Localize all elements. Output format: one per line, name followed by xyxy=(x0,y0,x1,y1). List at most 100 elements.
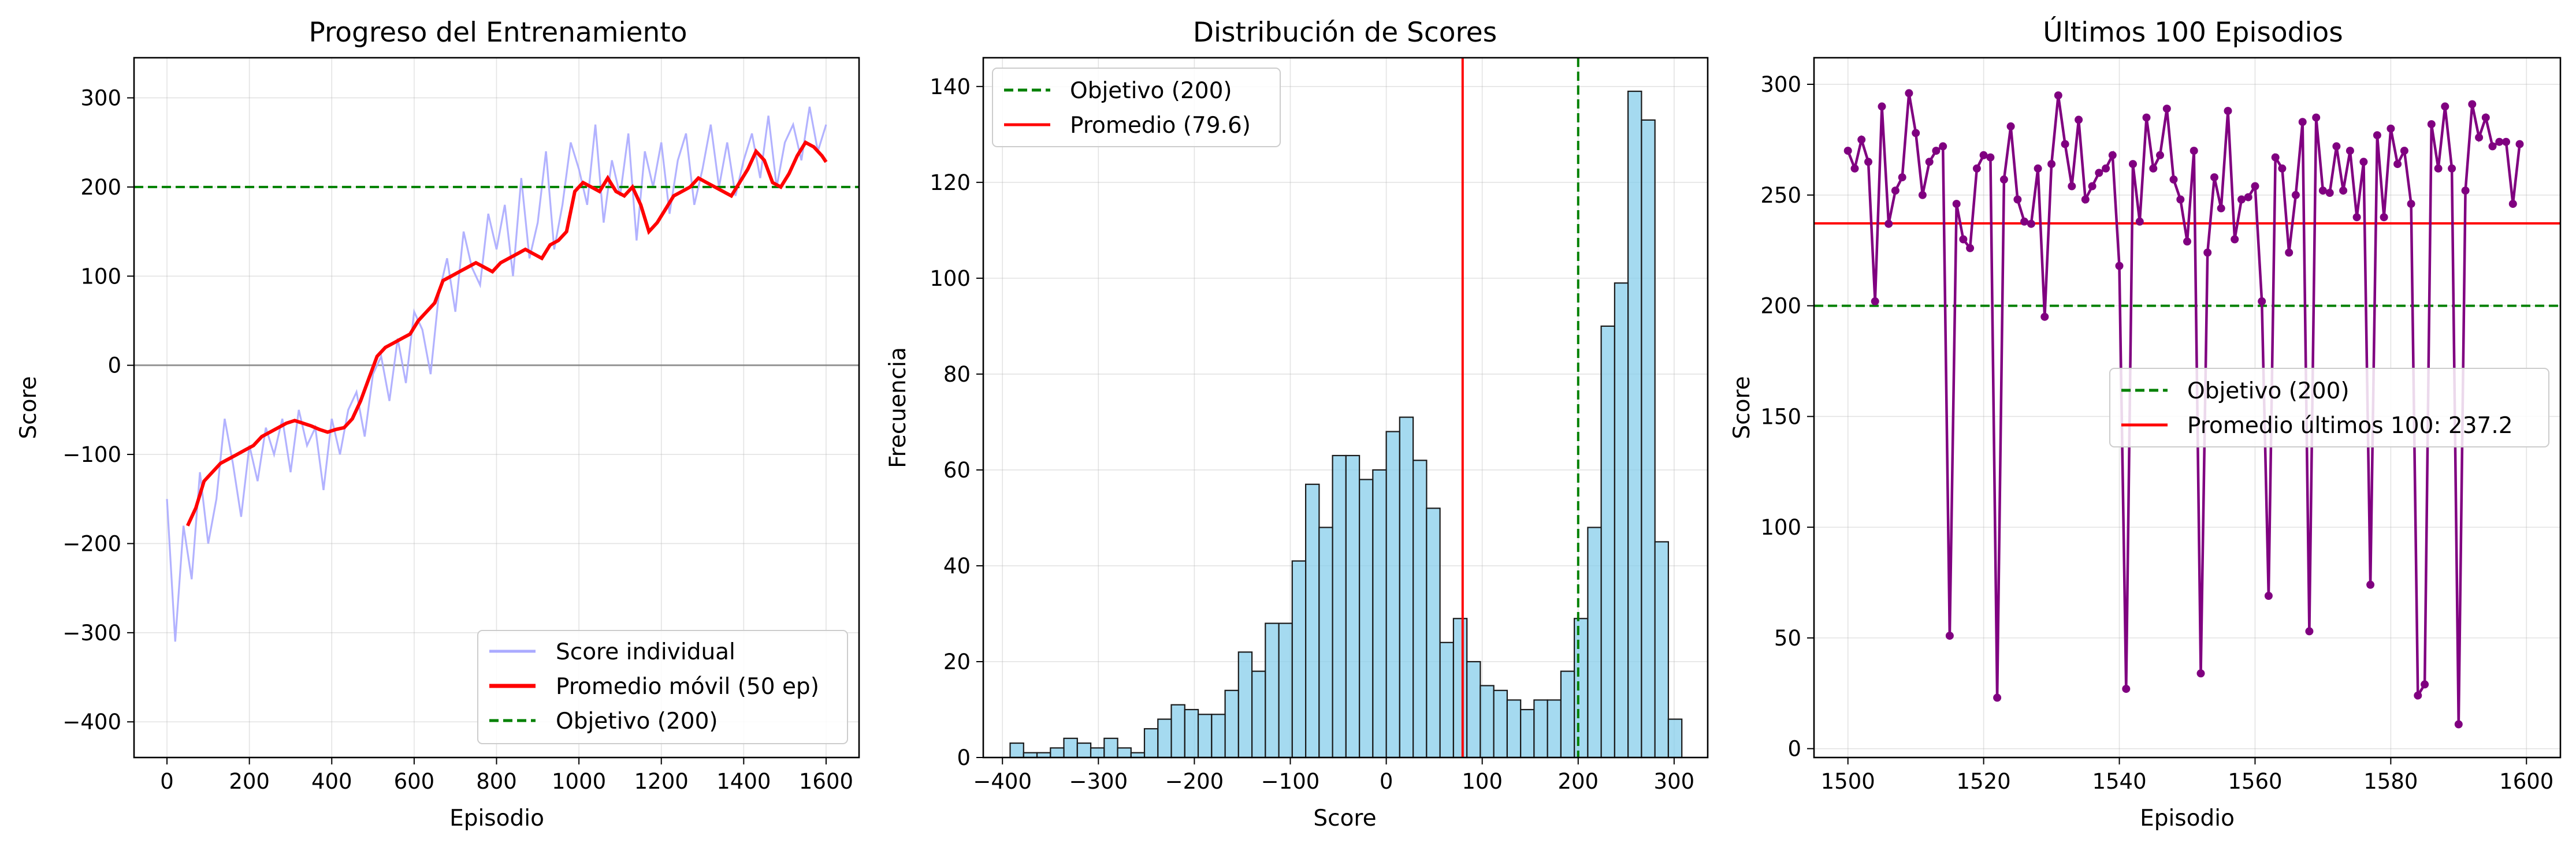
legend-mean: Promedio últimos 100: 237.2 xyxy=(2187,413,2513,439)
data-point xyxy=(2183,237,2191,246)
y-tick-label: 50 xyxy=(1774,626,1801,651)
histogram-bar xyxy=(1439,641,1455,759)
data-point xyxy=(2488,142,2497,151)
data-point xyxy=(1945,632,1954,640)
chart3-xlabel: Episodio xyxy=(2140,805,2235,831)
x-tick-label: 200 xyxy=(229,769,270,794)
x-tick-label: 400 xyxy=(311,769,352,794)
histogram-bar xyxy=(1278,622,1293,759)
chart3-title: Últimos 100 Episodios xyxy=(2043,17,2343,48)
legend-moving-average: Promedio móvil (50 ep) xyxy=(556,674,819,700)
histogram-bar xyxy=(1667,718,1683,759)
chart1-xlabel: Episodio xyxy=(449,805,544,831)
y-tick-label: 200 xyxy=(80,175,121,200)
data-point xyxy=(2149,164,2158,173)
histogram-bar xyxy=(1197,714,1213,759)
data-point xyxy=(2312,113,2321,122)
data-point xyxy=(2102,164,2110,173)
legend-score-individual: Score individual xyxy=(556,639,735,665)
series-score-individual xyxy=(166,106,827,642)
data-point xyxy=(2210,173,2218,182)
histogram-bar xyxy=(1211,714,1226,759)
data-point xyxy=(2258,297,2266,305)
x-tick-label: −200 xyxy=(1165,769,1224,794)
data-point xyxy=(2162,105,2171,113)
x-tick-label: 200 xyxy=(1558,769,1599,794)
data-point xyxy=(2508,200,2517,208)
histogram-bar xyxy=(1560,670,1575,759)
histogram-bar xyxy=(1574,618,1589,759)
data-point xyxy=(2068,182,2076,191)
histogram-bar xyxy=(1050,747,1065,759)
histogram-bar xyxy=(1117,747,1132,759)
data-point xyxy=(2135,217,2144,226)
data-point xyxy=(1959,235,1968,244)
data-point xyxy=(2332,142,2341,151)
series-last-100-scores xyxy=(1846,93,2521,725)
data-point xyxy=(2475,133,2484,142)
data-point xyxy=(2122,685,2131,693)
x-tick-label: 300 xyxy=(1654,769,1695,794)
data-point xyxy=(2196,669,2205,678)
data-point xyxy=(1843,147,1852,155)
data-point xyxy=(2231,235,2239,244)
histogram-bar xyxy=(1265,622,1280,759)
histogram-bar xyxy=(1103,737,1118,759)
x-tick-label: 1600 xyxy=(799,769,853,794)
histogram-bar xyxy=(1493,689,1508,759)
y-tick-label: 0 xyxy=(957,745,971,770)
x-tick-label: 800 xyxy=(476,769,517,794)
data-point xyxy=(2278,164,2287,173)
histogram-bar xyxy=(1587,527,1602,759)
legend-target: Objetivo (200) xyxy=(1070,78,1232,104)
y-tick-label: 100 xyxy=(80,264,121,289)
data-point xyxy=(2061,140,2069,148)
data-point xyxy=(2224,107,2232,115)
data-point xyxy=(2298,118,2307,126)
histogram-bar xyxy=(1627,91,1642,759)
chart2-frame xyxy=(982,57,1709,759)
histogram-bar xyxy=(1547,699,1562,759)
histogram-bar xyxy=(1157,718,1172,759)
histogram-bar xyxy=(1009,742,1024,759)
data-point xyxy=(2318,186,2327,195)
chart-training-progress: Progreso del Entrenamiento 0 200 400 600 800… xyxy=(16,17,860,831)
histogram-bar xyxy=(1466,661,1481,759)
legend-mean: Promedio (79.6) xyxy=(1070,113,1251,139)
histogram-bar xyxy=(1399,416,1414,759)
data-point xyxy=(2461,186,2470,195)
data-point xyxy=(2345,147,2354,155)
histogram-bar xyxy=(1533,699,1548,759)
histogram-bar xyxy=(1170,704,1185,759)
histogram-bar xyxy=(1332,454,1347,759)
chart-score-distribution: Distribución de Scores −400 −300 −200 −100 0… xyxy=(885,17,1709,831)
data-point xyxy=(2020,217,2029,226)
y-tick-label: 40 xyxy=(943,554,971,579)
histogram-bar xyxy=(1076,742,1092,759)
histogram-bar xyxy=(1372,469,1387,759)
histogram-bar xyxy=(1224,689,1240,759)
data-point xyxy=(2040,312,2049,321)
data-point xyxy=(1898,173,1906,182)
legend-target: Objetivo (200) xyxy=(2187,378,2350,404)
histogram-bar xyxy=(1614,282,1629,759)
data-point xyxy=(1871,297,1879,305)
y-tick-label: 300 xyxy=(80,85,121,110)
y-tick-label: 20 xyxy=(943,650,971,674)
chart3-legend: Objetivo (200) Promedio últimos 100: 237… xyxy=(2109,368,2549,447)
data-point xyxy=(2006,122,2015,130)
histogram-bar xyxy=(1506,699,1522,759)
data-point xyxy=(2169,175,2178,184)
data-point xyxy=(1857,135,1866,144)
chart2-title: Distribución de Scores xyxy=(1193,17,1497,48)
data-point xyxy=(2047,160,2056,169)
data-point xyxy=(2454,720,2463,729)
x-tick-label: 1200 xyxy=(634,769,689,794)
data-point xyxy=(1884,219,1893,228)
data-point xyxy=(2387,124,2395,133)
data-point xyxy=(1912,129,1920,137)
data-point xyxy=(2339,186,2348,195)
y-tick-label: 120 xyxy=(930,170,971,195)
y-tick-label: −300 xyxy=(62,621,121,645)
